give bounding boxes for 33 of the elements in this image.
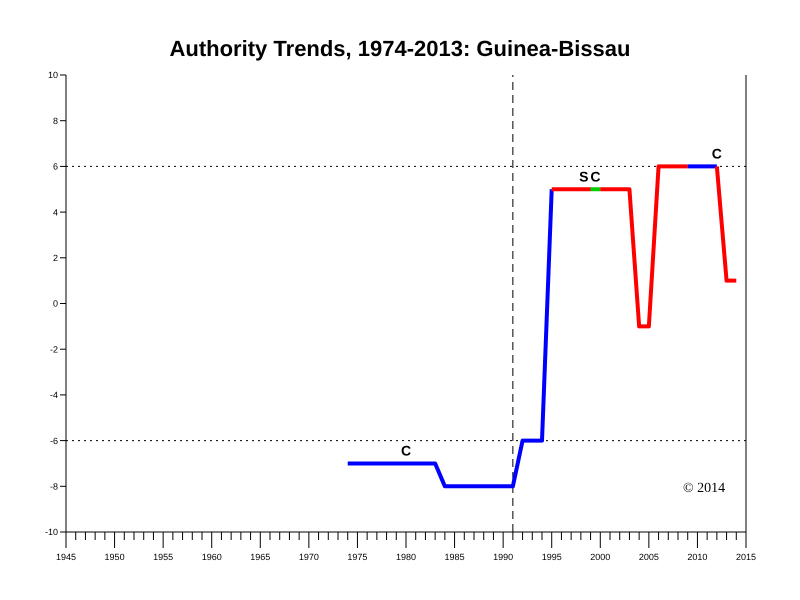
x-tick-label: 2005 [638, 552, 659, 562]
x-tick-label: 2000 [590, 552, 610, 562]
annotation: © 2014 [683, 481, 726, 497]
y-tick-label: -6 [50, 436, 58, 446]
y-tick-label: 2 [52, 252, 58, 263]
y-tick-label: 10 [48, 70, 58, 80]
x-tick-label: 1980 [396, 552, 416, 562]
y-tick-label: 8 [52, 116, 58, 126]
y-tick-label: 0 [52, 298, 58, 309]
annotation: C [712, 145, 722, 162]
y-tick-label: -8 [50, 481, 58, 492]
x-tick-label: 1975 [347, 552, 368, 562]
x-tick-label: 1970 [298, 552, 319, 562]
annotation: S [579, 168, 588, 184]
x-tick-label: 1950 [104, 552, 125, 562]
x-tick-label: 1995 [542, 552, 562, 562]
x-tick-label: 2015 [736, 552, 756, 562]
x-tick-label: 1945 [56, 552, 76, 562]
annotation: C [590, 168, 600, 184]
x-tick-label: 1985 [444, 552, 465, 562]
x-tick-label: 1960 [202, 552, 222, 562]
y-tick-label: -4 [50, 390, 58, 400]
x-tick-label: 1965 [250, 552, 270, 562]
y-tick-label: 6 [52, 162, 58, 172]
annotation: C [400, 442, 412, 458]
y-tick-label: -10 [44, 527, 58, 538]
x-tick-label: 1990 [493, 552, 514, 562]
y-tick-label: 4 [52, 207, 58, 218]
x-tick-label: 2010 [687, 552, 708, 562]
y-tick-label: -2 [50, 344, 58, 354]
chart-title: Authority Trends, 1974-2013: Guinea-Bissau [168, 36, 632, 62]
x-tick-label: 1955 [153, 552, 174, 562]
line-series [346, 187, 554, 488]
